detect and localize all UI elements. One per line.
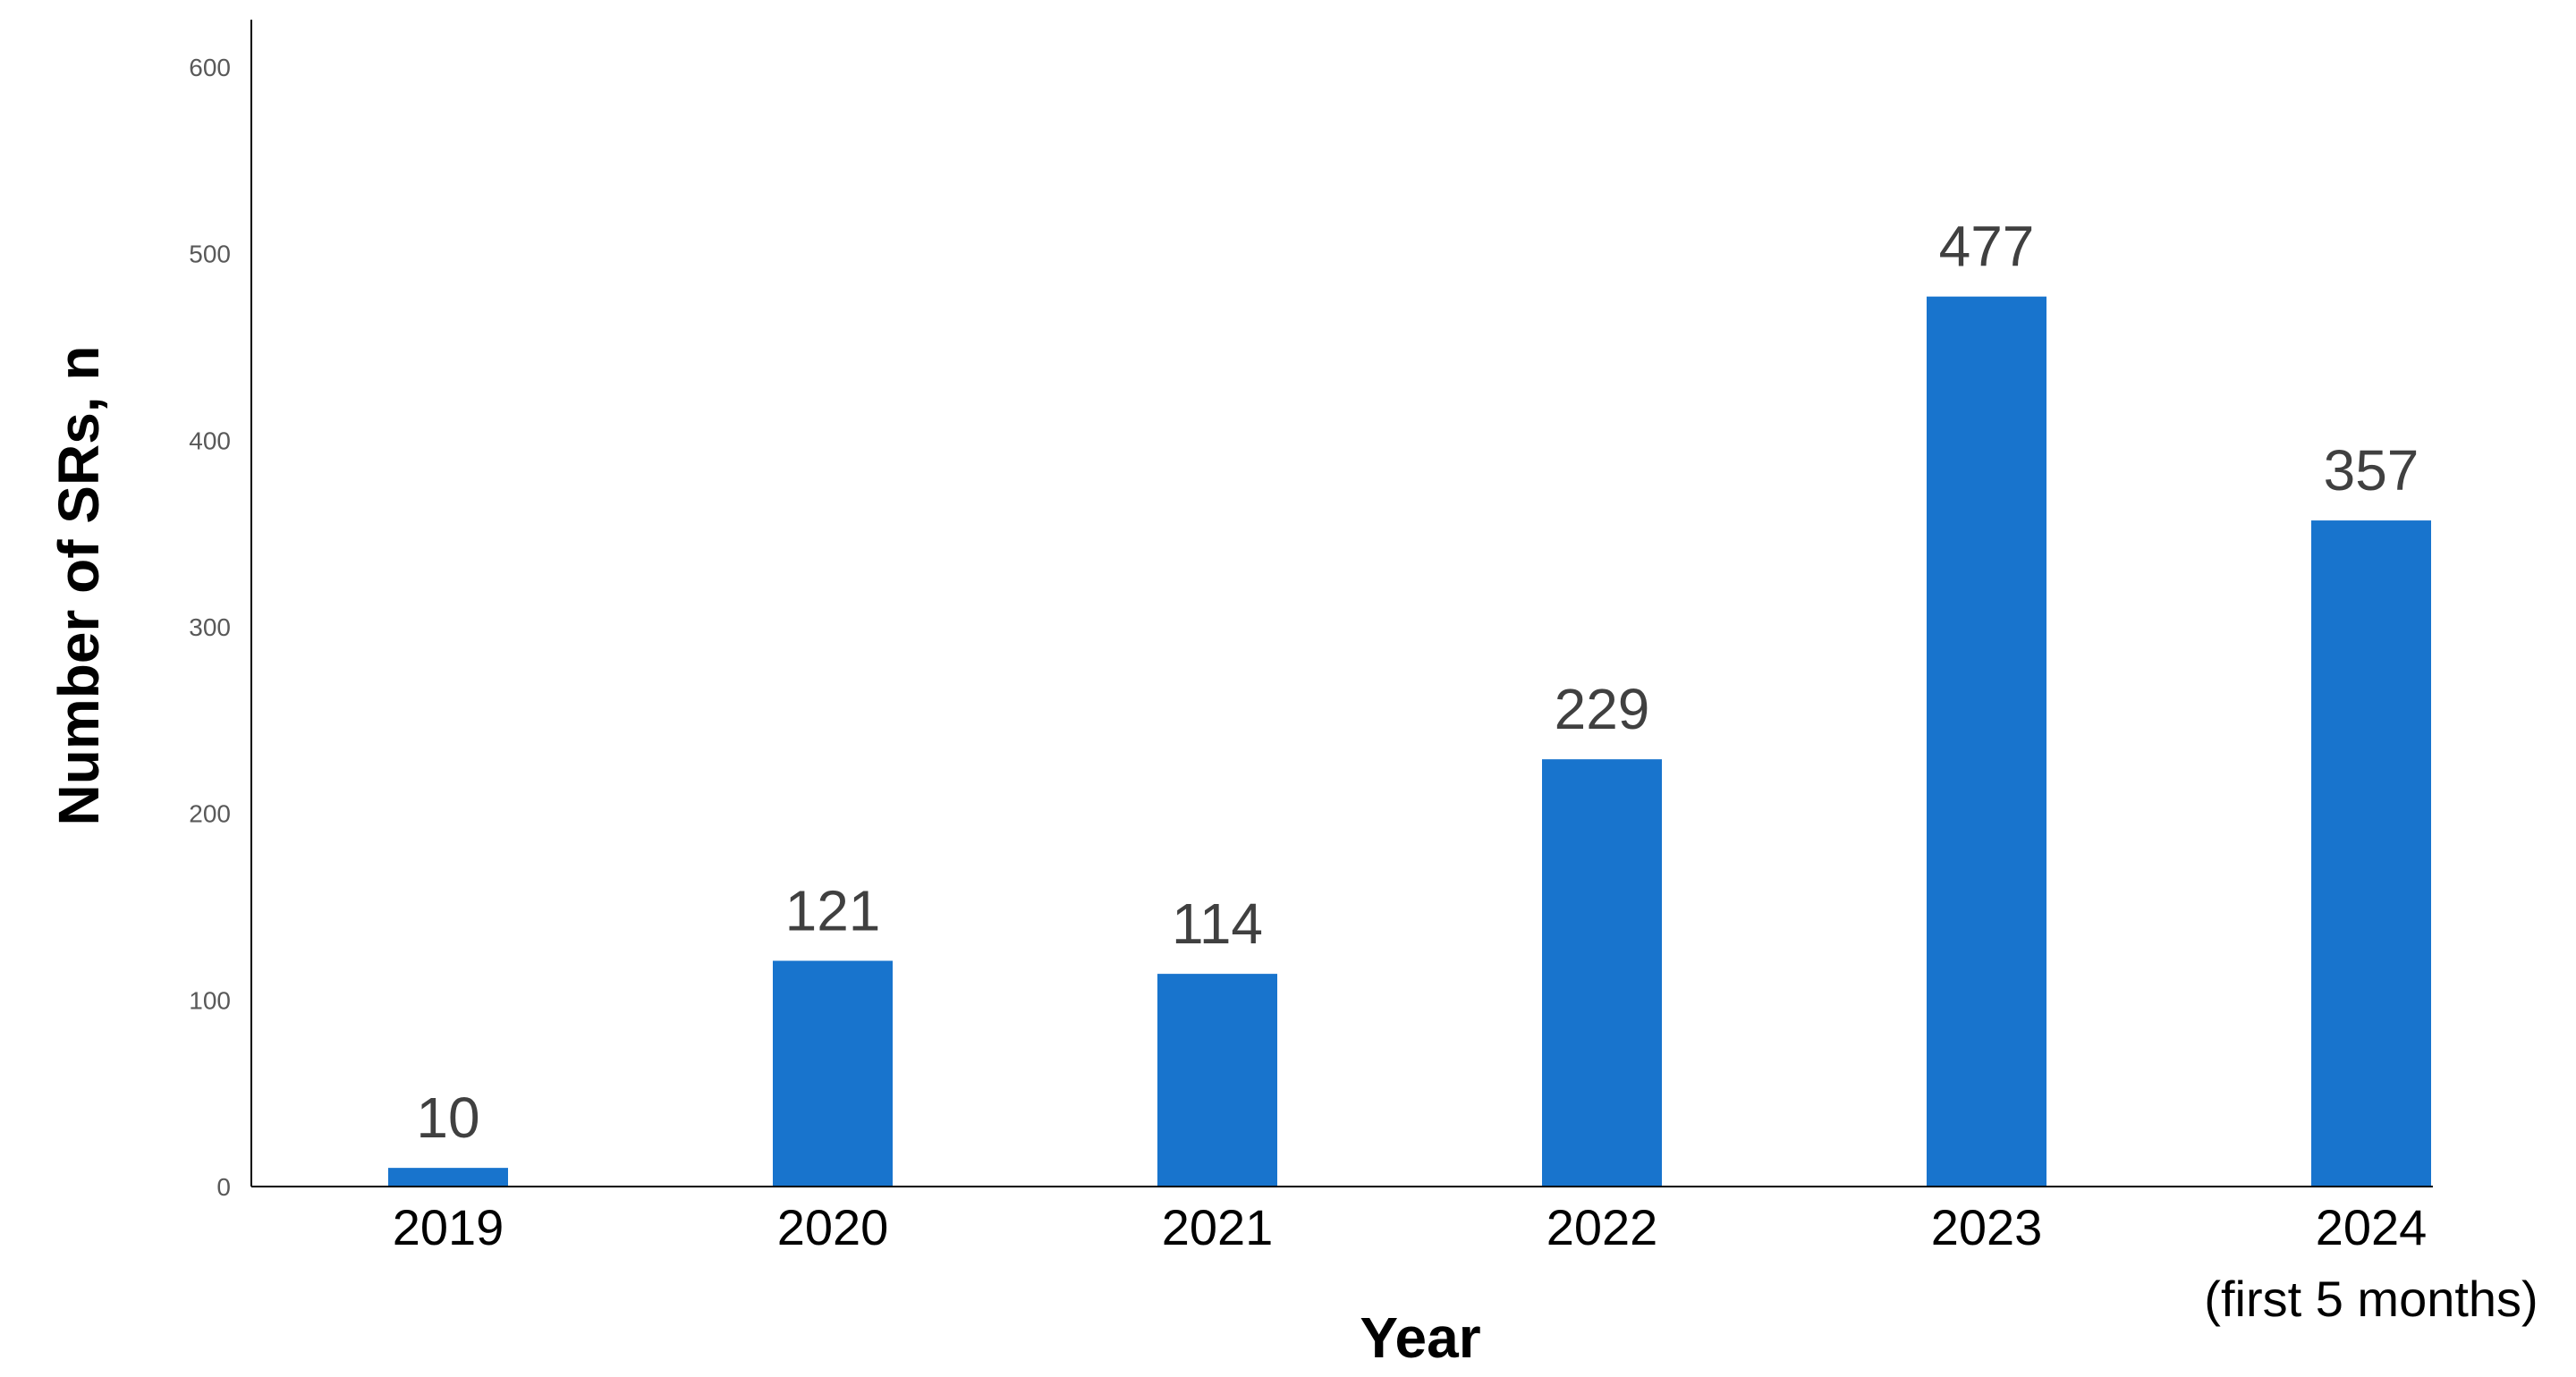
data-label: 357 bbox=[2324, 438, 2419, 503]
y-axis-title: Number of SRs, n bbox=[47, 346, 111, 826]
bars bbox=[388, 296, 2431, 1187]
y-tick-label: 600 bbox=[189, 54, 231, 81]
x-tick-label: 2022 bbox=[1546, 1199, 1658, 1255]
bar bbox=[1542, 759, 1662, 1187]
y-tick-label: 0 bbox=[216, 1173, 231, 1201]
x-tick-label: 2020 bbox=[777, 1199, 889, 1255]
y-tick-label: 500 bbox=[189, 241, 231, 268]
data-label: 229 bbox=[1555, 677, 1650, 741]
y-tick-label: 400 bbox=[189, 427, 231, 454]
x-tick-label: 2019 bbox=[393, 1199, 504, 1255]
x-axis-title: Year bbox=[1360, 1305, 1480, 1370]
data-label: 121 bbox=[785, 879, 881, 943]
x-tick-label: 2024 (first 5 months) bbox=[2204, 1199, 2538, 1327]
x-tick-label: 2023 bbox=[1931, 1199, 2043, 1255]
bar bbox=[1927, 296, 2046, 1187]
bar bbox=[773, 960, 893, 1187]
y-tick-label: 200 bbox=[189, 800, 231, 828]
data-label: 477 bbox=[1939, 215, 2035, 279]
bar bbox=[2311, 520, 2431, 1187]
x-axis-ticks: 2019 2020 2021 2022 2023 2024 (first 5 months) bbox=[393, 1199, 2538, 1327]
x-tick-label: 2021 bbox=[1162, 1199, 1274, 1255]
y-tick-label: 100 bbox=[189, 986, 231, 1014]
bar bbox=[1157, 974, 1277, 1187]
y-tick-label: 300 bbox=[189, 613, 231, 641]
data-labels: 10 121 114 229 477 357 bbox=[416, 215, 2419, 1150]
data-label: 10 bbox=[416, 1086, 479, 1150]
data-label: 114 bbox=[1172, 891, 1263, 956]
y-axis-ticks: 0 100 200 300 400 500 600 bbox=[189, 54, 231, 1201]
bar bbox=[388, 1168, 508, 1187]
